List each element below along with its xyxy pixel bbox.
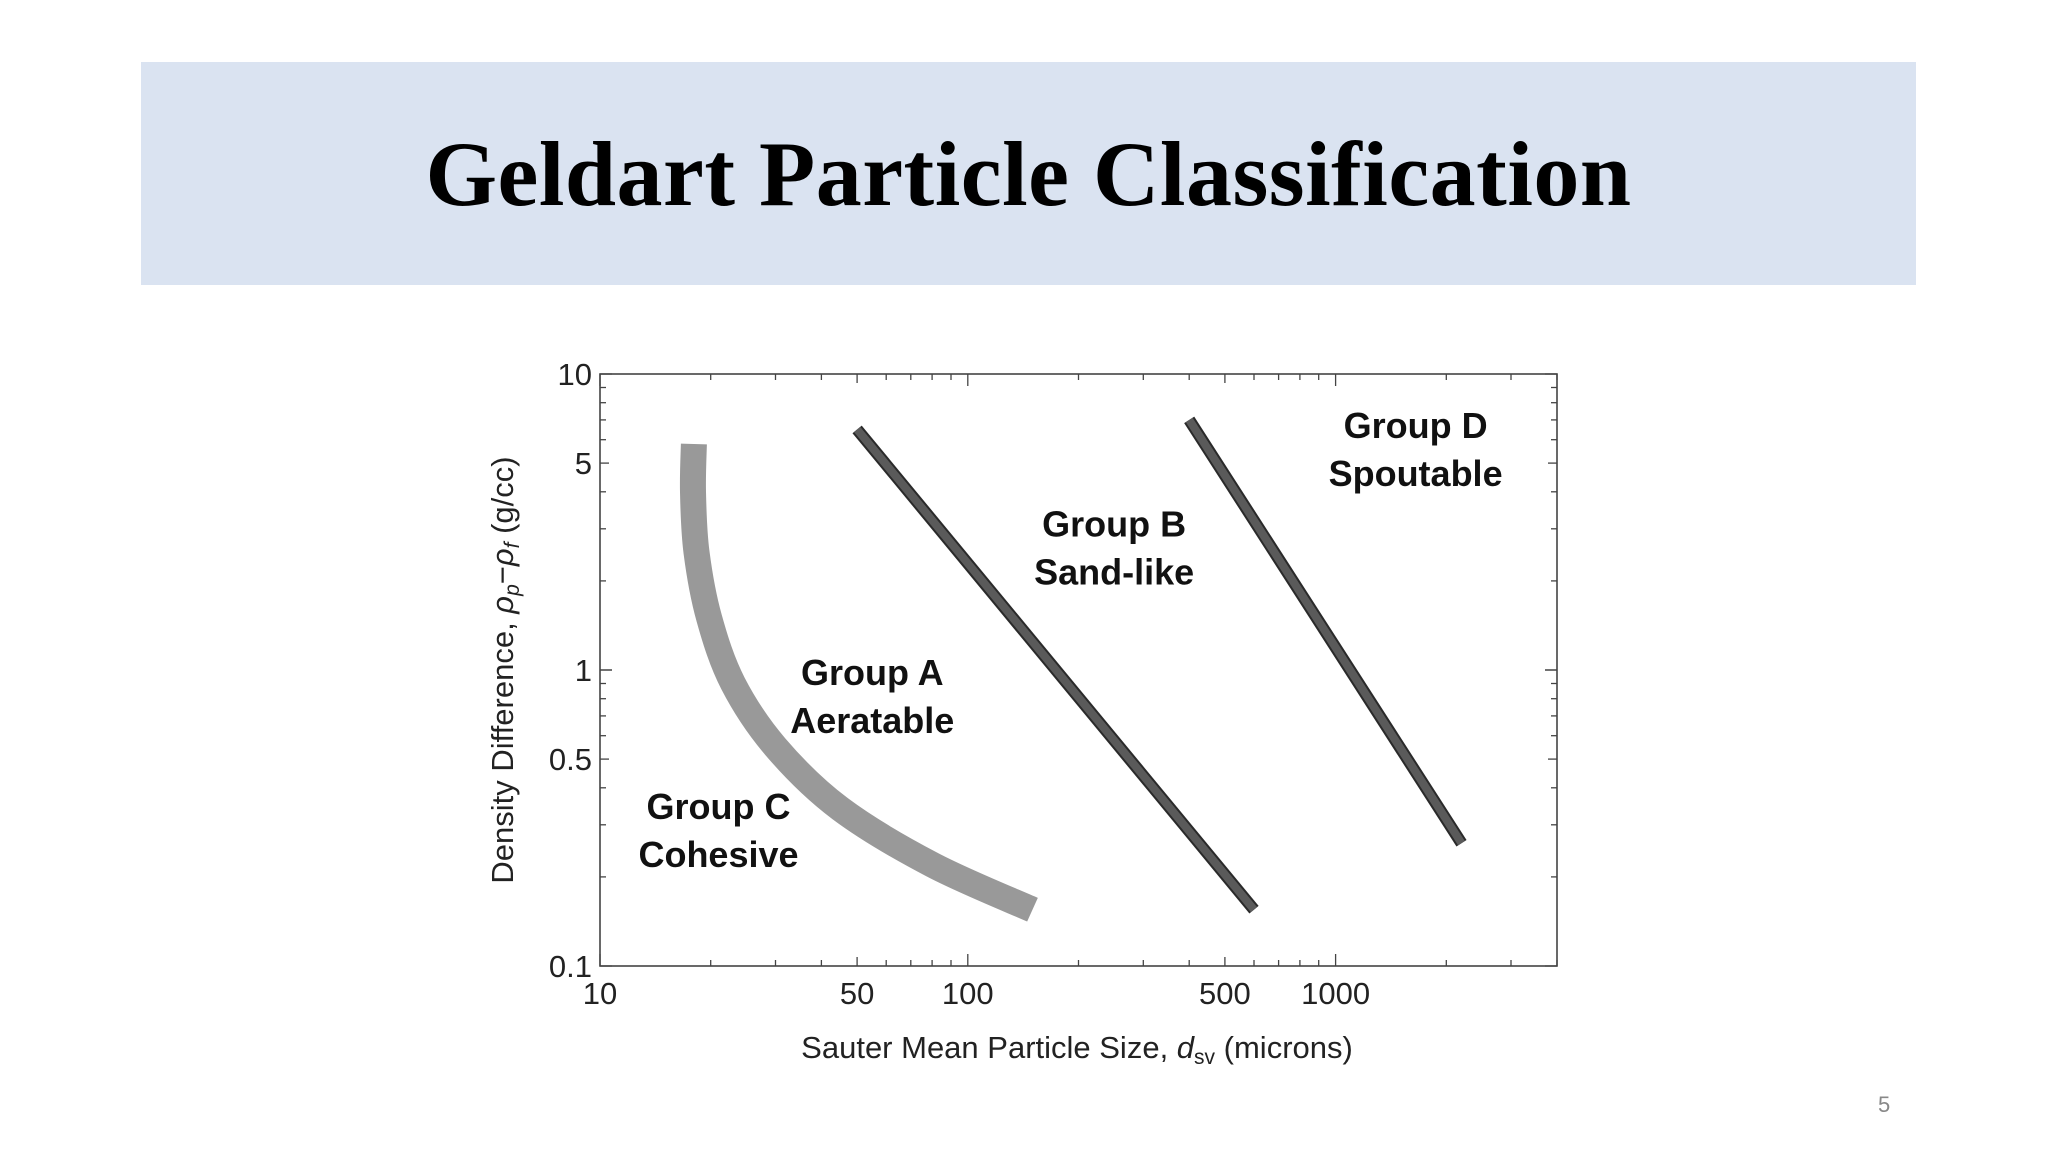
tick-layer bbox=[599, 373, 1558, 967]
region-label-group: Group A bbox=[801, 652, 944, 693]
page-number: 5 bbox=[1878, 1092, 1891, 1117]
x-tick-label: 10 bbox=[583, 976, 617, 1011]
tick-label-layer: 10 50 100 500 1000 0.1 0.5 1 5 10 bbox=[549, 357, 1370, 1011]
boundary-a-b bbox=[854, 426, 1258, 913]
y-axis-label-sub-f: f bbox=[501, 540, 524, 548]
region-label-name: Aeratable bbox=[790, 700, 954, 741]
x-tick-label: 100 bbox=[942, 976, 994, 1011]
y-tick-label: 0.1 bbox=[549, 949, 592, 984]
region-label-3: Group D Spoutable bbox=[1329, 405, 1503, 494]
title-banner: Geldart Particle Classification bbox=[141, 62, 1916, 285]
region-label-name: Cohesive bbox=[638, 834, 798, 875]
y-tick-label: 1 bbox=[575, 653, 592, 688]
annotation-layer: Group C Cohesive Group A Aeratable Group B Sa… bbox=[638, 405, 1502, 875]
y-axis-label-minus: − bbox=[485, 566, 520, 584]
y-axis-label-main: Density Difference, bbox=[485, 614, 520, 884]
y-tick-label: 5 bbox=[575, 446, 592, 481]
x-tick-label: 50 bbox=[840, 976, 874, 1011]
region-label-name: Spoutable bbox=[1329, 453, 1503, 494]
region-label-0: Group C Cohesive bbox=[638, 786, 798, 875]
x-axis-label-main: Sauter Mean Particle Size, bbox=[801, 1030, 1177, 1065]
y-axis-label-rho-f: ρ bbox=[485, 548, 520, 567]
region-label-2: Group B Sand-like bbox=[1034, 503, 1194, 592]
region-label-name: Sand-like bbox=[1034, 551, 1194, 592]
y-tick-label: 0.5 bbox=[549, 742, 592, 777]
x-axis-label-unit: (microns) bbox=[1215, 1030, 1353, 1065]
y-axis-label: Density Difference, ρp−ρf (g/cc) bbox=[485, 456, 524, 883]
boundary-c-a bbox=[679, 443, 1038, 922]
slide-title: Geldart Particle Classification bbox=[425, 122, 1632, 225]
region-label-group: Group D bbox=[1344, 405, 1488, 446]
x-axis-label: Sauter Mean Particle Size, dsv (microns) bbox=[801, 1030, 1353, 1069]
y-axis-label-sub-p: p bbox=[501, 584, 524, 597]
y-axis-label-unit: (g/cc) bbox=[485, 456, 520, 542]
x-axis-label-subscript: sv bbox=[1194, 1046, 1216, 1069]
boundary-layer bbox=[679, 416, 1467, 922]
region-label-1: Group A Aeratable bbox=[790, 652, 954, 741]
region-label-group: Group B bbox=[1042, 503, 1186, 544]
x-axis-label-symbol: d bbox=[1177, 1030, 1196, 1065]
region-label-group: Group C bbox=[647, 786, 791, 827]
y-axis-label-rho-p: ρ bbox=[485, 596, 520, 615]
boundary-b-d bbox=[1185, 417, 1465, 846]
x-tick-label: 500 bbox=[1199, 976, 1251, 1011]
y-tick-label: 10 bbox=[558, 357, 592, 392]
x-tick-label: 1000 bbox=[1301, 976, 1370, 1011]
